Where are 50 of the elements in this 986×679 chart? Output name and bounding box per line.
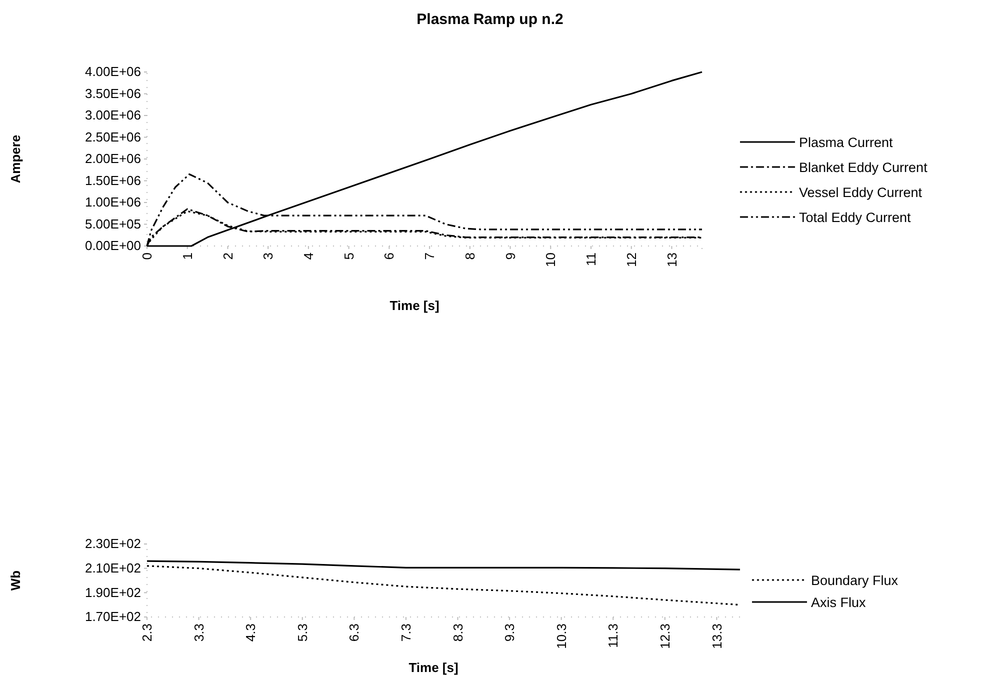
x-tick-label: 2.3 [140,624,155,642]
x-tick-label: 6.3 [346,624,362,642]
legend-label: Total Eddy Current [799,210,912,225]
x-tick-label: 1 [180,252,195,260]
y-tick-label: 1.50E+06 [84,172,141,188]
x-tick-label: 8 [462,252,478,260]
x-tick-label: 8.3 [450,624,466,642]
x-tick-label: 13.3 [709,624,724,649]
x-tick-label: 9.3 [502,624,518,642]
x-tick-label: 7 [422,252,438,260]
y-axis-title: Ampere [8,134,23,184]
x-axis-title: Time [s] [390,298,440,313]
x-tick-label: 9 [502,252,518,260]
y-tick-label: 0.00E+00 [84,238,141,254]
x-tick-label: 12 [624,252,639,267]
x-tick-label: 5 [341,252,356,260]
y-tick-label: 2.00E+06 [84,151,141,166]
legend-label: Blanket Eddy Current [799,160,928,175]
x-tick-label: 12.3 [657,624,672,649]
legend-label: Axis Flux [811,595,866,610]
chart-title: Plasma Ramp up n.2 [416,11,564,28]
y-tick-label: 1.00E+06 [84,194,141,210]
x-tick-label: 6 [382,252,397,260]
y-tick-label: 2.10E+02 [84,560,141,576]
x-tick-label: 11 [584,252,599,266]
x-tick-label: 10.3 [554,624,569,649]
x-tick-label: 4.3 [243,624,258,642]
x-axis-title: Time [s] [408,660,458,675]
x-tick-label: 3.3 [191,624,206,642]
y-tick-label: 3.50E+06 [84,86,141,101]
legend-label: Boundary Flux [811,573,898,588]
y-tick-label: 3.00E+06 [84,108,141,123]
x-tick-label: 13 [664,252,680,267]
x-tick-label: 2 [220,252,236,260]
x-tick-label: 4 [301,252,316,260]
x-tick-label: 7.3 [398,624,414,642]
y-tick-label: 2.50E+06 [84,129,141,144]
y-tick-label: 1.70E+02 [84,609,141,624]
x-tick-label: 5.3 [294,624,310,642]
x-tick-label: 3 [260,252,276,260]
y-tick-label: 4.00E+06 [84,64,141,80]
x-tick-label: 10 [543,252,558,267]
x-tick-label: 0 [140,252,155,260]
y-tick-label: 2.30E+02 [84,536,141,552]
x-tick-label: 11.3 [606,624,621,648]
y-tick-label: 1.90E+02 [84,584,141,600]
legend-label: Plasma Current [799,135,894,150]
y-tick-label: 5.00E+05 [84,216,141,232]
legend-label: Vessel Eddy Current [799,185,922,200]
y-axis-title: Wb [8,570,23,591]
